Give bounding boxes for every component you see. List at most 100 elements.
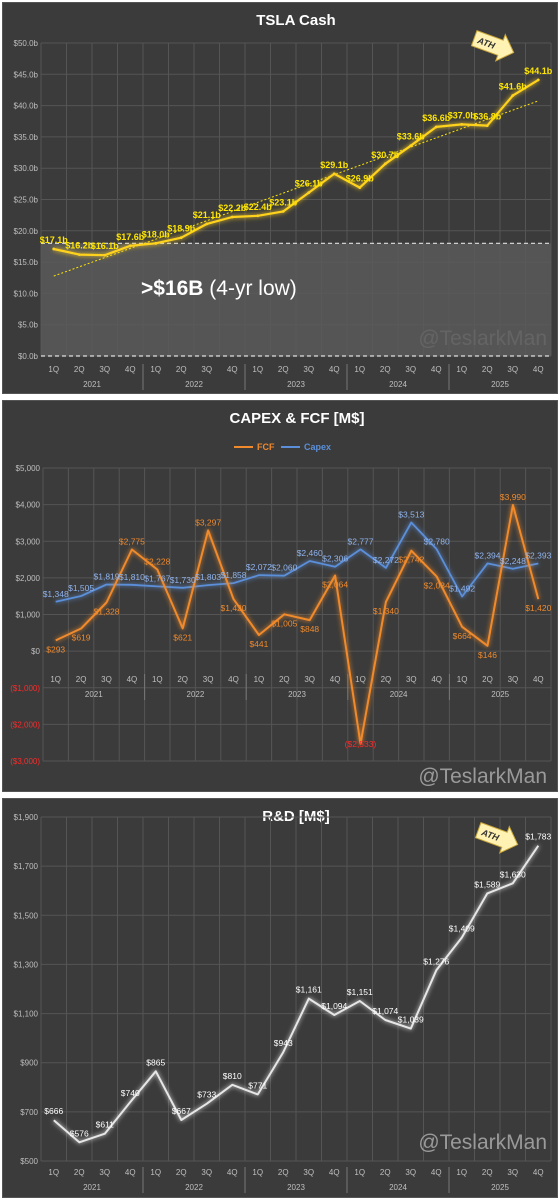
x-tick-label: 1Q (48, 1168, 59, 1177)
year-label: 2024 (389, 1183, 407, 1192)
rd-ath-arrow: ATH (474, 822, 519, 854)
x-tick-label: 4Q (329, 365, 340, 374)
year-label: 2022 (185, 380, 203, 389)
cash-data-label: $30.7b (371, 150, 400, 160)
x-tick-label: 3Q (405, 365, 416, 374)
x-tick-label: 3Q (303, 365, 314, 374)
fcf-data-label: $2,742 (398, 555, 424, 565)
fcf-data-label: $2,034 (424, 581, 450, 591)
x-tick-label: 2Q (380, 1168, 391, 1177)
y-tick-label: $30.0b (14, 164, 39, 173)
low-annotation-bold: >$16B (141, 277, 203, 300)
cash-data-point (205, 222, 209, 226)
trendline (53, 100, 539, 277)
chart-title: CAPEX & FCF [M$] (230, 410, 365, 427)
y-tick-label: $4,000 (16, 501, 41, 510)
fcf-data-label: $664 (453, 631, 472, 641)
x-tick-label: 1Q (150, 1168, 161, 1177)
capex-series-line (55, 521, 539, 603)
x-tick-label: 3Q (507, 365, 518, 374)
x-tick-label: 2Q (74, 365, 85, 374)
rd-data-label: $1,276 (423, 956, 449, 966)
capex-data-label: $1,858 (221, 570, 247, 580)
y-tick-label: $25.0b (14, 196, 39, 205)
capex-data-label: $1,819 (94, 572, 120, 582)
watermark: @TeslarkMan (418, 765, 547, 788)
low-annotation: >$16B (4-yr low) (141, 277, 297, 300)
capex-data-label: $1,348 (43, 589, 69, 599)
cash-chart: TSLA Cash $0.0b $5.0b $10.0b $15.0b $20.0b $25… (14, 12, 553, 390)
rd-data-label: $943 (274, 1038, 293, 1048)
fcf-data-label: $1,420 (525, 603, 551, 613)
low-annotation-rest: (4-yr low) (203, 277, 296, 300)
cash-chart-panel: TSLA Cash $0.0b $5.0b $10.0b $15.0b $20.0b $25… (2, 2, 558, 394)
x-tick-label: 2Q (380, 365, 391, 374)
fcf-data-label: ($2,533) (345, 739, 377, 749)
rd-data-label: $1,074 (372, 1006, 398, 1016)
capex-data-label: $2,248 (500, 556, 526, 566)
fcf-data-label: $848 (300, 624, 319, 634)
year-label: 2025 (491, 1183, 509, 1192)
cash-data-point (52, 247, 56, 251)
x-tick-label: 4Q (125, 365, 136, 374)
cash-data-point (358, 186, 362, 190)
x-tick-label: 2Q (482, 1168, 493, 1177)
rd-data-label: $667 (172, 1106, 191, 1116)
rd-data-label: $1,094 (321, 1001, 347, 1011)
capex-fcf-chart: CAPEX & FCF [M$] ($3,000) ($2,000) ($1,000)… (10, 410, 551, 788)
cash-data-label: $41.6b (499, 82, 528, 92)
y-tick-label: $3,000 (16, 537, 41, 546)
x-tick-label: 4Q (431, 675, 442, 684)
fcf-data-label: $619 (72, 632, 91, 642)
y-tick-label: $1,700 (14, 862, 39, 871)
cash-data-label: $26.9b (346, 174, 375, 184)
year-label: 2023 (287, 380, 305, 389)
x-tick-label: 4Q (125, 1168, 136, 1177)
cash-data-label: $36.6b (422, 113, 451, 123)
x-tick-label: 4Q (329, 1168, 340, 1177)
rd-data-label: $1,039 (398, 1015, 424, 1025)
fcf-data-label: $1,328 (94, 606, 120, 616)
cash-data-label: $23.1b (269, 197, 298, 207)
watermark: @TeslarkMan (418, 1131, 547, 1154)
fcf-data-label: $1,340 (373, 606, 399, 616)
cash-ath-arrow: ATH (470, 30, 515, 62)
cash-data-point (179, 236, 183, 240)
x-tick-label: 3Q (507, 1168, 518, 1177)
cash-data-label: $22.2b (218, 203, 247, 213)
capex-data-label: $2,306 (322, 554, 348, 564)
x-tick-label: 2Q (278, 365, 289, 374)
x-tick-label: 1Q (150, 365, 161, 374)
cash-data-label: $18.0b (142, 229, 171, 239)
fcf-data-label: $2,228 (144, 557, 170, 567)
x-tick-label: 1Q (456, 365, 467, 374)
cash-data-point (383, 162, 387, 166)
cash-data-label: $44.1b (524, 66, 553, 76)
x-tick-label: 4Q (127, 675, 138, 684)
rd-chart-panel: R&D [M$]$500$700$900$1,100$1,300$1,500$1… (2, 798, 558, 1198)
capex-data-label: $1,505 (68, 583, 94, 593)
y-tick-label: $0.0b (18, 352, 39, 361)
x-tick-label: 1Q (48, 365, 59, 374)
x-tick-label: 4Q (330, 675, 341, 684)
rd-data-label: $1,783 (525, 832, 551, 842)
fcf-data-label: $1,420 (221, 603, 247, 613)
fcf-data-label: $621 (173, 632, 192, 642)
cash-data-point (536, 78, 540, 82)
year-label: 2025 (491, 380, 509, 389)
cash-data-label: $26.1b (295, 179, 324, 189)
capex-data-label: $2,780 (424, 536, 450, 546)
legend-fcf-label: FCF (257, 442, 275, 452)
x-tick-label: 2Q (278, 1168, 289, 1177)
rd-data-label: $666 (44, 1106, 63, 1116)
x-tick-label: 1Q (456, 1168, 467, 1177)
y-tick-label: $1,100 (14, 1010, 39, 1019)
y-tick-label: $40.0b (14, 102, 39, 111)
cash-data-point (103, 253, 107, 257)
capex-data-label: $2,272 (373, 555, 399, 565)
cash-data-label: $29.1b (320, 160, 349, 170)
x-tick-label: 3Q (508, 675, 519, 684)
cash-data-point (485, 124, 489, 128)
y-tick-label: $700 (20, 1108, 38, 1117)
cash-data-point (77, 253, 81, 256)
